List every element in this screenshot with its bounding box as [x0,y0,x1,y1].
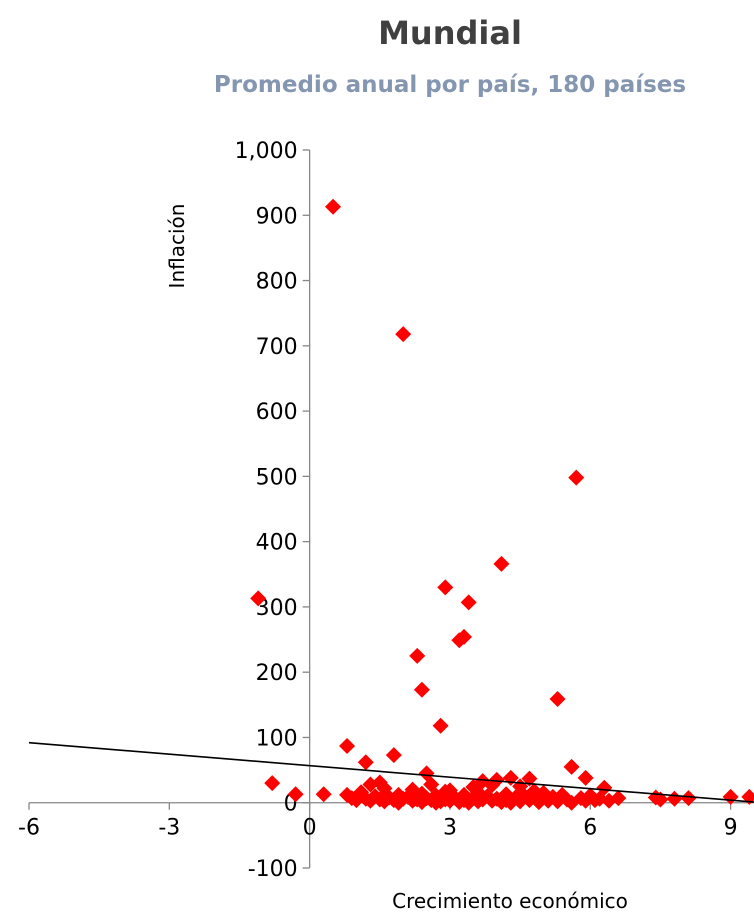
data-point [493,555,510,572]
data-point [357,754,374,771]
data-point [451,794,468,811]
data-point [432,717,449,734]
y-axis-label: Inflación [165,204,189,289]
data-point [362,776,379,793]
data-point [563,758,580,775]
data-point [680,790,697,807]
data-point [460,594,477,611]
y-tick-label: 100 [256,726,298,751]
y-tick-label: 200 [256,661,298,686]
data-point [577,769,594,786]
x-tick-label: -3 [158,816,180,841]
data-point [413,681,430,698]
data-point [530,794,547,811]
x-tick-label: 3 [443,816,457,841]
data-point [427,794,444,811]
y-tick-label: 700 [256,335,298,360]
data-point [437,579,454,596]
data-point [441,792,458,809]
chart-title: Mundial [378,14,522,52]
data-point [395,326,412,343]
data-point [390,794,407,811]
chart-axes [28,149,754,869]
y-tick-label: 900 [256,204,298,229]
data-point [339,737,356,754]
data-point [540,792,557,809]
data-point [577,792,594,809]
data-point [348,792,365,809]
data-point [451,632,468,649]
y-tick-label: -100 [248,857,298,882]
data-point [563,794,580,811]
data-point [325,198,342,215]
chart-subtitle: Promedio anual por país, 180 países [214,72,686,98]
data-point [470,793,487,810]
data-point [409,647,426,664]
data-point [362,792,379,809]
data-point [484,792,501,809]
data-point [502,794,519,811]
x-tick-label: -6 [18,816,40,841]
y-tick-label: 600 [256,400,298,425]
data-point [250,590,267,607]
data-point [741,788,754,805]
data-point [601,792,617,809]
x-axis-label: Crecimiento económico [392,889,628,913]
data-point [264,775,281,792]
data-point [385,747,402,764]
x-tick-label: 6 [583,816,597,841]
y-tick-label: 800 [256,270,298,295]
data-point [549,690,566,707]
y-tick-label: 400 [256,531,298,556]
data-points [250,198,754,811]
tick-labels: -10001002003004005006007008009001,000-6-… [18,139,738,882]
y-tick-label: 500 [256,465,298,490]
data-point [376,793,393,810]
data-point [586,792,603,809]
y-tick-label: 1,000 [235,139,298,164]
data-point [493,794,510,811]
trendline [28,741,754,803]
data-point [404,792,421,809]
data-point [549,793,566,810]
data-point [315,786,332,803]
x-tick-label: 9 [724,816,738,841]
trendline-group [28,741,754,803]
data-point [413,794,430,811]
data-point [287,786,304,803]
x-tick-label: 0 [303,816,317,841]
data-point [512,793,529,810]
data-point [666,790,683,807]
data-point [568,469,585,486]
data-point [460,794,477,811]
